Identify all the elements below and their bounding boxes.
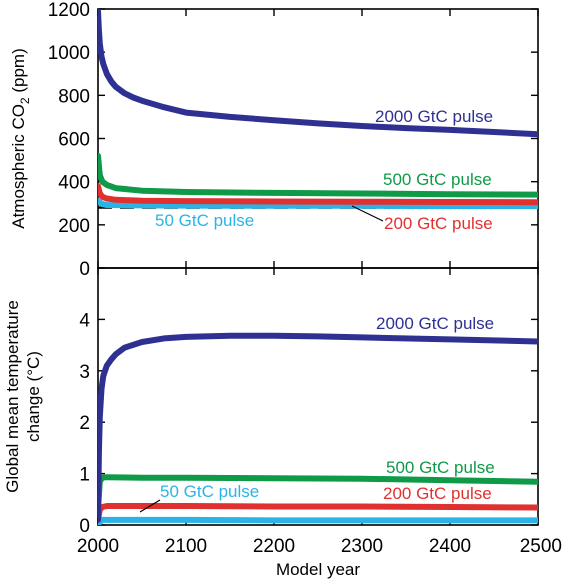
bottom-y-axis-title: Global mean temperature change (°C) <box>3 300 43 493</box>
top-y-tick-label: 1000 <box>48 43 90 64</box>
bottom-leader-50 <box>139 499 161 513</box>
co2-panel: 0 200 400 600 800 1000 1200 2000 GtC pulse 500 G… <box>9 0 539 280</box>
bottom-plot-frame <box>97 267 539 526</box>
top-y-axis-title: Atmospheric CO2 (ppm) <box>9 48 32 229</box>
bottom-y-tick-label: 1 <box>79 465 90 486</box>
bottom-label-200-gtc-pulse: 200 GtC pulse <box>383 484 492 503</box>
top-y-tick-label: 600 <box>58 130 90 151</box>
top-series-200-gtc-pulse <box>98 183 538 206</box>
bottom-label-50-gtc-pulse: 50 GtC pulse <box>160 482 259 501</box>
x-tick-label: 2000 <box>77 536 119 557</box>
top-series-group <box>98 9 538 210</box>
top-label-2000-gtc-pulse: 2000 GtC pulse <box>375 107 493 126</box>
bottom-y-tick-label: 2 <box>79 413 90 434</box>
bottom-series-50-gtc-pulse <box>98 516 538 525</box>
x-tick-label: 2300 <box>341 536 383 557</box>
bottom-series-2000-gtc-pulse <box>98 332 538 523</box>
bottom-series-group <box>98 332 538 525</box>
bottom-y-tick-label: 0 <box>79 516 90 537</box>
top-series-50-gtc-pulse <box>98 198 538 210</box>
temperature-panel: 0 1 2 3 4 2000 GtC pulse 500 GtC pulse 200 GtC … <box>3 267 539 537</box>
bottom-y-tick-label: 4 <box>79 310 90 331</box>
top-y-tick-label: 200 <box>58 216 90 237</box>
top-y-tick-label: 400 <box>58 173 90 194</box>
top-label-500-gtc-pulse: 500 GtC pulse <box>383 170 492 189</box>
bottom-y-tick-label: 3 <box>79 362 90 383</box>
top-series-500-gtc-pulse <box>98 152 538 198</box>
top-label-50-gtc-pulse: 50 GtC pulse <box>155 211 254 230</box>
x-axis-title: Model year <box>276 560 360 579</box>
top-series-2000-gtc-pulse <box>98 9 538 138</box>
x-tick-label: 2200 <box>253 536 295 557</box>
top-leader-200 <box>351 205 384 222</box>
top-y-tick-label: 1200 <box>48 0 90 21</box>
x-tick-label: 2100 <box>165 536 207 557</box>
x-axis-labels: 2000 2100 2200 2300 2400 2500 Model year <box>77 536 562 579</box>
bottom-label-500-gtc-pulse: 500 GtC pulse <box>386 458 495 477</box>
top-label-200-gtc-pulse: 200 GtC pulse <box>384 214 493 233</box>
x-tick-label: 2400 <box>429 536 471 557</box>
top-y-tick-label: 0 <box>79 259 90 280</box>
top-y-tick-label: 800 <box>58 86 90 107</box>
x-tick-label: 2500 <box>520 536 562 557</box>
bottom-label-2000-gtc-pulse: 2000 GtC pulse <box>376 314 494 333</box>
